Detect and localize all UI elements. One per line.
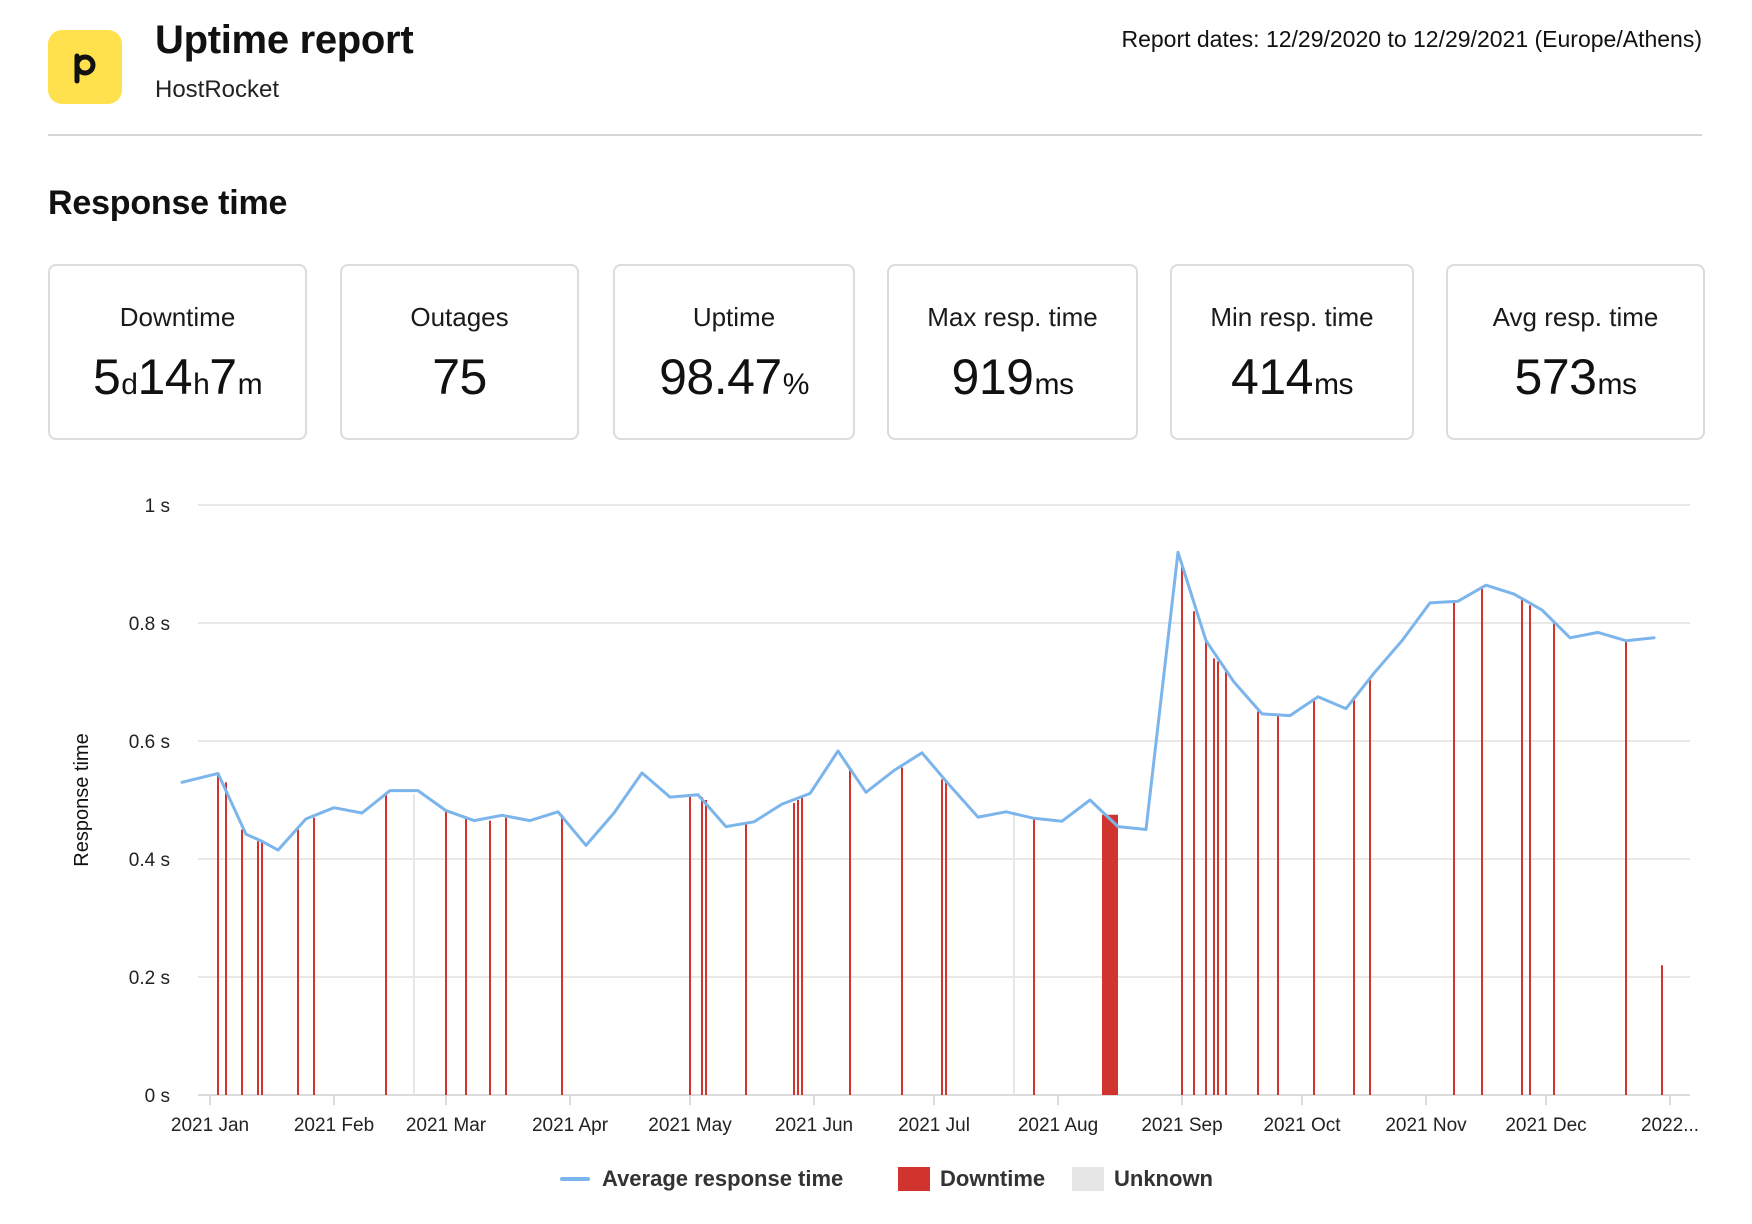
report-title: Uptime report [155,18,414,62]
y-tick-label: 1 s [145,496,170,517]
y-tick-label: 0.8 s [129,614,170,635]
x-tick-label: 2021 Jan [171,1115,249,1136]
x-tick-label: 2021 Dec [1505,1115,1586,1136]
unknown-bars [413,794,1015,1095]
x-tick-label: 2022... [1641,1115,1699,1136]
x-tick-label: 2021 Aug [1018,1115,1098,1136]
downtime-value: 5d14h7m [50,348,305,406]
legend-item-unknown[interactable]: Unknown [1072,1166,1213,1192]
downtime-hours: 14 [137,349,193,405]
y-axis-label: Response time [71,733,93,866]
min-resp-unit: ms [1313,368,1354,401]
legend-item-average[interactable]: Average response time [560,1166,843,1192]
downtime-label: Downtime [119,302,236,332]
downtime-card: Downtime 5d14h7m [48,264,307,440]
legend-downtime-swatch [898,1167,930,1191]
p-letter-icon [74,53,96,84]
report-dates: Report dates: 12/29/2020 to 12/29/2021 (… [1121,26,1702,52]
legend-line-swatch [560,1177,590,1181]
min-resp-label: Min resp. time [1210,302,1374,332]
downtime-hours-unit: h [193,368,210,401]
legend-item-downtime[interactable]: Downtime [898,1166,1045,1192]
downtime-block [1102,814,1118,1095]
downtime-minutes: 7 [209,349,237,405]
uptime-number: 98.47 [659,349,782,405]
outages-card: Outages 75 [340,264,579,440]
uptime-unit: % [782,368,810,401]
downtime-days-unit: d [121,368,138,401]
section-title: Response time [48,184,288,222]
x-tick-label: 2021 May [648,1115,732,1136]
x-tick-label: 2021 Jun [775,1115,853,1136]
min-resp-card: Min resp. time 414ms [1170,264,1414,440]
avg-resp-unit: ms [1597,368,1637,401]
x-tick-label: 2021 Jul [898,1115,970,1136]
outages-label: Outages [410,302,509,332]
monitor-name: HostRocket [155,76,280,103]
max-resp-number: 919 [951,349,1034,405]
avg-resp-card: Avg resp. time 573ms [1446,264,1705,440]
outages-value: 75 [342,348,577,406]
x-tick-label: 2021 Oct [1263,1115,1341,1136]
x-tick-label: 2021 Feb [294,1115,374,1136]
y-tick-label: 0 s [145,1086,170,1107]
legend-unknown-label: Unknown [1114,1166,1213,1191]
uptime-card: Uptime 98.47% [613,264,855,440]
avg-resp-label: Avg resp. time [1492,302,1659,332]
downtime-bars [217,566,1663,1095]
average-response-line [180,550,1656,852]
legend-unknown-swatch [1072,1167,1104,1191]
y-tick-label: 0.6 s [129,732,170,753]
chart-grid [198,504,1690,1096]
uptime-label: Uptime [692,302,776,332]
x-tick-label: 2021 Mar [406,1115,487,1136]
uptime-value: 98.47% [615,348,853,406]
max-resp-label: Max resp. time [927,302,1098,332]
legend-downtime-label: Downtime [940,1166,1046,1191]
max-resp-card: Max resp. time 919ms [887,264,1138,440]
x-tick-label: 2021 Nov [1385,1115,1467,1136]
y-tick-label: 0.4 s [129,850,170,871]
downtime-minutes-unit: m [237,368,263,401]
response-time-chart: 0 s0.2 s0.4 s0.6 s0.8 s1 s 2021 Jan 2021 … [71,496,1699,1136]
avg-resp-value: 573ms [1448,348,1703,406]
header-divider [48,134,1702,136]
legend-average-label: Average response time [602,1166,844,1191]
min-resp-number: 414 [1231,349,1313,405]
max-resp-value: 919ms [889,348,1136,406]
y-axis-ticks: 0 s 0.2 s 0.4 s 0.6 s 0.8 s 1 s [129,496,170,1107]
y-tick-label: 0.2 s [129,968,170,989]
downtime-days: 5 [92,349,121,405]
app-logo [48,30,122,104]
avg-resp-number: 573 [1514,349,1597,405]
max-resp-unit: ms [1034,368,1074,401]
min-resp-value: 414ms [1172,348,1412,406]
x-tick-label: 2021 Apr [532,1115,609,1136]
outages-number: 75 [432,349,487,405]
x-tick-label: 2021 Sep [1141,1115,1222,1136]
x-axis: 2021 Jan 2021 Feb 2021 Mar 2021 Apr 2021 May… [171,1095,1699,1136]
chart-legend: Average response time Downtime Unknown [0,1166,1752,1202]
